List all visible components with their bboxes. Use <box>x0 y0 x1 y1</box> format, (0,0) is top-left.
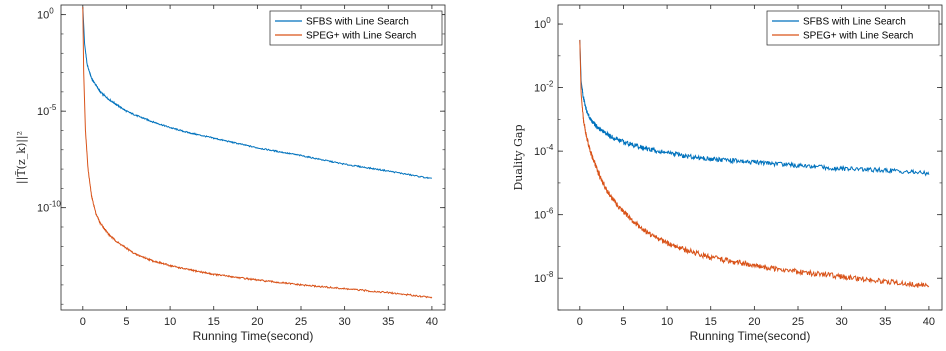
x-tick-label: 10 <box>164 316 176 328</box>
series-line-sfbs <box>579 39 930 177</box>
y-axis-label: Duality Gap <box>512 124 525 190</box>
axes-box <box>60 4 446 311</box>
x-axis-label: Running Time(second) <box>193 329 314 343</box>
series-line-speg <box>579 39 930 288</box>
x-axis-label: Running Time(second) <box>690 329 811 343</box>
x-tick-label: 25 <box>792 316 804 328</box>
y-tick-label: 10-6 <box>534 207 554 222</box>
x-tick-label: 30 <box>339 316 351 328</box>
x-tick-label: 35 <box>879 316 891 328</box>
y-tick-label: 10-5 <box>37 103 57 118</box>
series-line-speg <box>82 6 433 299</box>
legend-entry: SPEG+ with Line Search <box>306 31 416 42</box>
legend-box <box>269 10 443 46</box>
x-tick-label: 5 <box>620 316 626 328</box>
x-tick-label: 5 <box>123 316 129 328</box>
legend-box <box>766 10 940 46</box>
y-tick-label: 10-4 <box>534 143 554 158</box>
y-tick-label: 100 <box>37 7 54 22</box>
y-tick-label: 10-8 <box>534 270 554 285</box>
x-tick-label: 0 <box>577 316 583 328</box>
legend-entry: SFBS with Line Search <box>306 17 409 28</box>
y-tick-label: 10-10 <box>37 200 61 215</box>
x-tick-label: 0 <box>80 316 86 328</box>
axes-box <box>557 4 943 311</box>
x-tick-label: 20 <box>251 316 263 328</box>
y-tick-label: 100 <box>534 16 551 31</box>
legend-entry: SFBS with Line Search <box>803 17 906 28</box>
x-tick-label: 40 <box>923 316 935 328</box>
y-axis-label: ||T̃(z_k)||² <box>15 131 29 184</box>
x-tick-label: 15 <box>705 316 717 328</box>
x-tick-label: 40 <box>426 316 438 328</box>
x-tick-label: 15 <box>208 316 220 328</box>
right-plot: 0 5 10 15 20 25 30 35 40 100 10-2 10-4 10-6 10-8 Runni… <box>512 4 943 343</box>
left-plot: 0 5 10 15 20 25 30 35 40 100 10-5 10-10 Running Time… <box>15 4 446 343</box>
x-tick-label: 20 <box>748 316 760 328</box>
legend-entry: SPEG+ with Line Search <box>803 31 913 42</box>
x-tick-label: 25 <box>295 316 307 328</box>
x-tick-label: 30 <box>836 316 848 328</box>
x-tick-label: 35 <box>382 316 394 328</box>
y-tick-label: 10-2 <box>534 80 554 95</box>
x-tick-label: 10 <box>661 316 673 328</box>
series-line-sfbs <box>82 6 432 180</box>
